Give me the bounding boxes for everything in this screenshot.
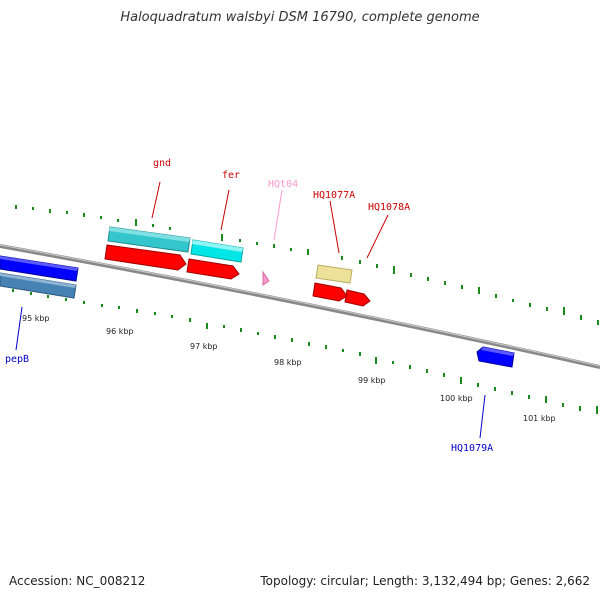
- gc-track-inner: [12, 289, 598, 414]
- trna-hqt04[interactable]: [262, 270, 270, 286]
- gene-misc-feature[interactable]: [315, 264, 353, 284]
- tick-101: 101 kbp: [523, 414, 556, 423]
- label-hq1079a: HQ1079A: [451, 443, 493, 454]
- cds-gnd[interactable]: [104, 244, 187, 271]
- label-gnd: gnd: [153, 158, 171, 169]
- kbp-scale: 95 kbp 96 kbp 97 kbp 98 kbp 99 kbp 100 k…: [22, 314, 556, 423]
- tick-95: 95 kbp: [22, 314, 50, 323]
- cds-hq1078a[interactable]: [344, 289, 371, 307]
- gene-pepb[interactable]: [0, 272, 77, 299]
- label-fer: fer: [222, 170, 240, 181]
- cds-fer[interactable]: [186, 258, 240, 280]
- cds-pepb[interactable]: [0, 255, 79, 282]
- genome-backbone: [0, 244, 600, 369]
- tick-99: 99 kbp: [358, 376, 386, 385]
- label-hq1078a: HQ1078A: [368, 202, 410, 213]
- label-hq1077a: HQ1077A: [313, 190, 355, 201]
- genome-summary: Topology: circular; Length: 3,132,494 bp…: [260, 574, 590, 588]
- genome-title: Haloquadratum walsbyi DSM 16790, complet…: [120, 10, 480, 25]
- tick-100: 100 kbp: [440, 394, 473, 403]
- tick-98: 98 kbp: [274, 358, 302, 367]
- label-leaders: [15, 181, 486, 439]
- gene-labels: gnd fer HQt04 HQ1077A HQ1078A pepB HQ107…: [5, 158, 493, 454]
- tick-96: 96 kbp: [106, 327, 134, 336]
- gc-track-outer: [15, 205, 599, 325]
- cds-hq1079a[interactable]: [476, 346, 515, 368]
- gene-gnd-upper[interactable]: [107, 226, 191, 253]
- accession-text: Accession: NC_008212: [9, 574, 146, 588]
- cds-hq1077a[interactable]: [312, 282, 348, 302]
- label-pepb: pepB: [5, 354, 29, 365]
- gene-fer-upper[interactable]: [190, 239, 244, 263]
- label-hqt04: HQt04: [268, 179, 298, 190]
- tick-97: 97 kbp: [190, 342, 218, 351]
